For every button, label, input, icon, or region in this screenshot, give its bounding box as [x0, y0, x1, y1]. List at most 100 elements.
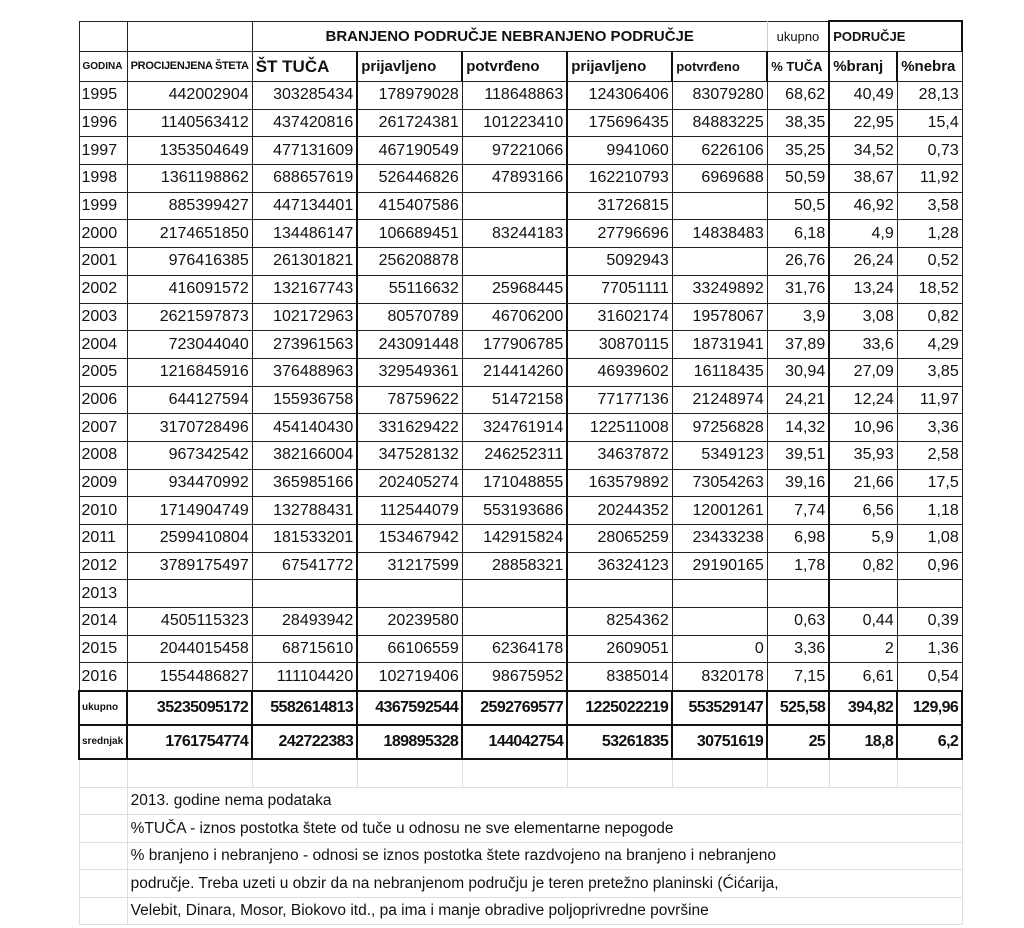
total-cell: 25: [766, 724, 831, 761]
table-row: 2016 1554486827 111104420 102719406 98675952…: [78, 662, 963, 692]
podrucje-label: PODRUČJE: [828, 20, 964, 52]
data-cell: [671, 607, 768, 636]
data-cell: 885399427: [126, 191, 253, 221]
data-cell: 21248974: [671, 385, 768, 415]
data-cell: 153467942: [356, 524, 463, 553]
data-cell: 256208878: [356, 247, 463, 276]
empty-cell: [356, 758, 463, 788]
data-cell: 0,44: [828, 607, 898, 636]
empty-cell: [251, 758, 358, 788]
data-cell: 101223410: [461, 108, 568, 138]
total-cell: 394,82: [828, 690, 899, 727]
data-cell: 4,9: [828, 219, 898, 249]
year-cell: 2014: [78, 607, 128, 636]
year-cell: 1996: [78, 108, 128, 138]
data-cell: 2621597873: [126, 302, 253, 332]
data-cell: 102172963: [251, 302, 358, 332]
data-cell: 51472158: [461, 385, 568, 415]
data-cell: 28493942: [251, 607, 358, 636]
data-cell: 11,97: [896, 385, 963, 415]
column-header: ŠT TUČA: [251, 51, 358, 82]
data-cell: 14838483: [671, 219, 768, 249]
data-cell: 0,82: [896, 302, 963, 332]
data-cell: 447134401: [251, 191, 358, 221]
data-cell: 34,52: [828, 136, 898, 166]
average-row: srednjak 1761754774 242722383 189895328 1440…: [77, 724, 964, 761]
table-row: 2005 1216845916 376488963 329549361 21441426…: [78, 357, 963, 387]
data-cell: 976416385: [126, 247, 253, 276]
data-cell: 2044015458: [126, 634, 253, 664]
total-cell: 5582614813: [251, 690, 359, 727]
empty-cell: [78, 869, 128, 898]
data-cell: 77177136: [566, 385, 673, 415]
year-cell: 2006: [78, 385, 128, 415]
data-cell: 19578067: [671, 302, 768, 332]
data-cell: 36324123: [566, 551, 673, 581]
data-cell: [251, 579, 358, 609]
data-cell: 1216845916: [126, 357, 253, 387]
year-cell: 2011: [78, 524, 128, 553]
data-cell: 68715610: [251, 634, 358, 664]
empty-row: [78, 758, 963, 788]
year-cell: 2008: [78, 440, 128, 470]
note-row: područje. Treba uzeti u obzir da na nebr…: [78, 869, 963, 898]
data-cell: 3,08: [828, 302, 898, 332]
data-cell: 3,36: [896, 413, 963, 442]
column-header: PROCIJENJENA ŠTETA: [126, 51, 253, 82]
data-cell: 437420816: [251, 108, 358, 138]
data-cell: 18,52: [896, 274, 963, 304]
data-cell: 13,24: [828, 274, 898, 304]
year-cell: 2002: [78, 274, 128, 304]
empty-cell: [671, 758, 768, 788]
data-cell: 261724381: [356, 108, 463, 138]
data-cell: 31726815: [566, 191, 673, 221]
data-cell: 38,35: [766, 108, 830, 138]
table-row: 2007 3170728496 454140430 331629422 32476191…: [78, 413, 963, 442]
data-cell: 31217599: [356, 551, 463, 581]
data-cell: 142915824: [461, 524, 568, 553]
year-cell: 2000: [78, 219, 128, 249]
data-cell: 46939602: [566, 357, 673, 387]
data-cell: 46,92: [828, 191, 898, 221]
data-cell: 24,21: [766, 385, 830, 415]
year-cell: 2012: [78, 551, 128, 581]
table-row: 1999 885399427 447134401 415407586 31726815 5…: [78, 191, 963, 221]
data-cell: 553193686: [461, 496, 568, 525]
total-cell: 242722383: [251, 724, 359, 761]
data-cell: 37,89: [766, 330, 830, 359]
data-cell: 467190549: [356, 136, 463, 166]
data-cell: 155936758: [251, 385, 358, 415]
data-cell: 243091448: [356, 330, 463, 359]
data-cell: 15,4: [896, 108, 963, 138]
data-cell: 324761914: [461, 413, 568, 442]
data-cell: 31,76: [766, 274, 830, 304]
empty-cell: [896, 758, 963, 788]
ukupno-label: ukupno: [766, 20, 830, 52]
note-row: % branjeno i nebranjeno - odnosi se izno…: [78, 841, 963, 871]
group-title: BRANJENO PODRUČJE NEBRANJENO PODRUČJE: [251, 20, 768, 52]
data-cell: 1,28: [896, 219, 963, 249]
data-cell: 5,9: [828, 524, 898, 553]
data-cell: 4505115323: [126, 607, 253, 636]
table-row: 1998 1361198862 688657619 526446826 47893166…: [78, 164, 963, 193]
data-cell: 39,51: [766, 440, 830, 470]
year-cell: 2004: [78, 330, 128, 359]
data-cell: 2599410804: [126, 524, 253, 553]
total-cell: 4367592544: [356, 690, 464, 727]
column-header: % TUČA: [766, 51, 830, 82]
data-cell: 132788431: [251, 496, 358, 525]
data-cell: [461, 247, 568, 276]
table-row: 2011 2599410804 181533201 153467942 14291582…: [78, 524, 963, 553]
total-cell: 129,96: [896, 690, 964, 727]
empty-cell: [78, 841, 128, 871]
data-cell: 20244352: [566, 496, 673, 525]
data-cell: 7,15: [766, 662, 830, 692]
total-cell: 189895328: [356, 724, 464, 761]
table-row: 2006 644127594 155936758 78759622 51472158 77…: [78, 385, 963, 415]
data-cell: 1,36: [896, 634, 963, 664]
data-cell: 14,32: [766, 413, 830, 442]
data-cell: 202405274: [356, 468, 463, 498]
data-cell: 3789175497: [126, 551, 253, 581]
data-cell: 46706200: [461, 302, 568, 332]
data-cell: 5349123: [671, 440, 768, 470]
